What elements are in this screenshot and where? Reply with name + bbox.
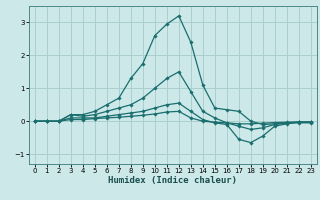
X-axis label: Humidex (Indice chaleur): Humidex (Indice chaleur) (108, 176, 237, 185)
